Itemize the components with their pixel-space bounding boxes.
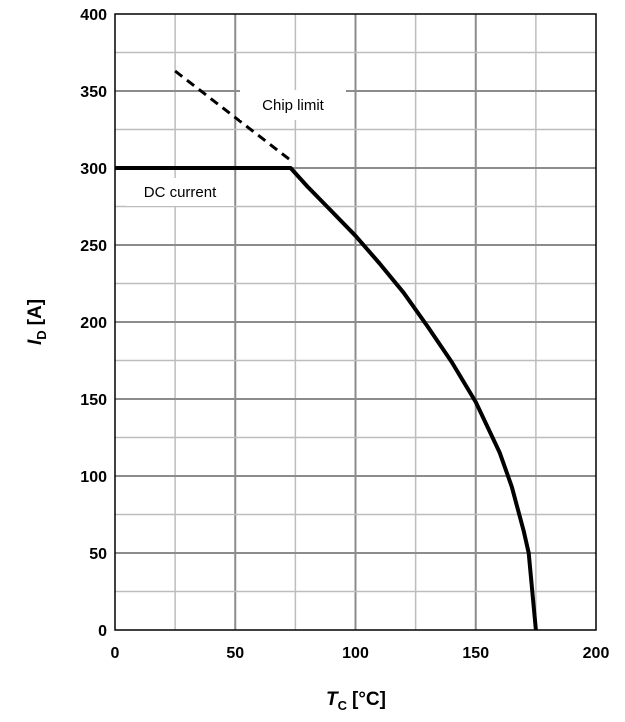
annotation-chip-limit-text: Chip limit — [262, 97, 325, 114]
x-axis-symbol: T — [326, 689, 339, 710]
y-tick-label-400: 400 — [80, 7, 107, 24]
y-tick-label-250: 250 — [80, 238, 107, 255]
y-tick-label-350: 350 — [80, 84, 107, 101]
annotation-dc-current-box — [126, 178, 234, 206]
x-axis-title: TC [°C] — [326, 689, 386, 713]
series-line-dc-current — [115, 166, 538, 631]
x-tick-label-150: 150 — [462, 645, 489, 662]
y-axis-title: ID [A] — [25, 299, 49, 345]
series-line-chip-limit — [174, 69, 292, 162]
annotation-dc-current: DC current — [126, 178, 234, 206]
y-axis-unit: [A] — [25, 299, 46, 325]
y-tick-label-200: 200 — [80, 315, 107, 332]
x-tick-label-200: 200 — [583, 645, 610, 662]
y-axis-subscript: D — [34, 330, 49, 339]
x-axis-unit: [°C] — [352, 689, 386, 710]
x-tick-label-100: 100 — [342, 645, 369, 662]
y-tick-label-100: 100 — [80, 469, 107, 486]
annotation-dc-current-text: DC current — [144, 184, 217, 201]
plot-frame — [114, 13, 597, 631]
y-tick-label-0: 0 — [98, 623, 107, 640]
x-axis-subscript: C — [338, 698, 348, 713]
x-tick-label-0: 0 — [111, 645, 120, 662]
annotation-chip-limit-box — [240, 90, 346, 120]
y-tick-label-150: 150 — [80, 392, 107, 409]
y-tick-label-300: 300 — [80, 161, 107, 178]
series-group — [115, 69, 538, 631]
x-tick-label-50: 50 — [226, 645, 244, 662]
tick-labels: 0 50 100 150 200 0 50 100 150 200 250 300 350 400 — [80, 7, 609, 662]
y-axis-symbol: I — [25, 339, 46, 345]
y-tick-label-50: 50 — [89, 546, 107, 563]
annotation-chip-limit: Chip limit — [240, 90, 346, 120]
